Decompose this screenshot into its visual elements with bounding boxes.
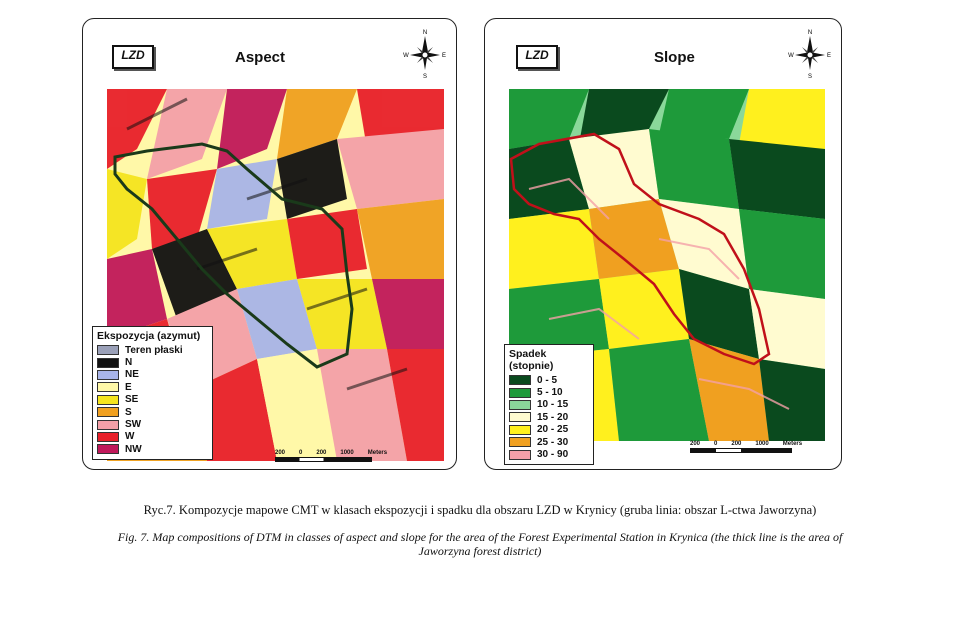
- scale-label: 200: [316, 450, 327, 456]
- legend-label: 30 - 90: [537, 449, 569, 461]
- caption-english: Fig. 7. Map compositions of DTM in class…: [0, 530, 960, 558]
- legend-label: 10 - 15: [537, 399, 569, 411]
- aspect-scale-bar: 200 0 200 1000 Meters: [275, 450, 387, 462]
- scale-label: Meters: [367, 450, 388, 456]
- compass-e: E: [442, 53, 446, 59]
- aspect-legend: Ekspozycja (azymut) Teren płaski N NE E …: [92, 326, 213, 460]
- legend-item: 10 - 15: [509, 399, 589, 411]
- caption-english-text: Fig. 7. Map compositions of DTM in class…: [117, 530, 843, 558]
- legend-label: N: [125, 357, 133, 369]
- legend-swatch: [97, 419, 119, 430]
- legend-item: 25 - 30: [509, 436, 589, 448]
- legend-item: 0 - 5: [509, 374, 589, 386]
- scale-label: 0: [299, 450, 303, 456]
- compass-w: W: [788, 53, 794, 59]
- slope-legend-title: Spadek (stopnie): [509, 348, 554, 372]
- compass-s: S: [423, 74, 427, 79]
- legend-label: 5 - 10: [537, 387, 563, 399]
- legend-item: S: [97, 406, 208, 418]
- legend-item: E: [97, 381, 208, 393]
- legend-item: SW: [97, 418, 208, 430]
- legend-swatch: [509, 375, 531, 386]
- legend-label: Teren płaski: [125, 344, 183, 356]
- caption-polish: Ryc.7. Kompozycje mapowe CMT w klasach e…: [143, 503, 817, 517]
- legend-label: SE: [125, 394, 139, 406]
- scale-label: 1000: [755, 441, 769, 447]
- compass-s: S: [808, 74, 812, 79]
- legend-item: 30 - 90: [509, 448, 589, 460]
- legend-label: SW: [125, 419, 142, 431]
- scale-label: Meters: [782, 441, 803, 447]
- jaworzyna-boundary: [113, 142, 354, 369]
- compass-n: N: [423, 30, 427, 36]
- scale-label: 0: [714, 441, 718, 447]
- scale-label: 200: [690, 441, 701, 447]
- compass-n: N: [808, 30, 812, 36]
- legend-label: 15 - 20: [537, 411, 569, 423]
- legend-label: W: [125, 431, 135, 443]
- legend-swatch: [509, 399, 531, 410]
- legend-item: 5 - 10: [509, 386, 589, 398]
- legend-swatch: [97, 431, 119, 442]
- legend-label: E: [125, 381, 132, 393]
- legend-swatch: [509, 424, 531, 435]
- slope-legend: Spadek (stopnie) 0 - 5 5 - 10 10 - 15 15…: [504, 344, 594, 465]
- legend-item: W: [97, 431, 208, 443]
- legend-swatch: [509, 437, 531, 448]
- scale-label: 200: [275, 450, 286, 456]
- jaworzyna-boundary: [509, 132, 771, 366]
- legend-item: NE: [97, 369, 208, 381]
- legend-item: N: [97, 356, 208, 368]
- aspect-title: Aspect: [235, 49, 286, 66]
- slope-map-panel: LZD Slope N S W E: [484, 18, 842, 470]
- legend-swatch: [509, 412, 531, 423]
- legend-swatch: [97, 369, 119, 380]
- compass-rose-icon: N S W E: [788, 30, 831, 79]
- legend-item: SE: [97, 394, 208, 406]
- legend-swatch: [97, 382, 119, 393]
- compass-w: W: [403, 53, 409, 59]
- scale-label: 1000: [340, 450, 354, 456]
- legend-item: 20 - 25: [509, 424, 589, 436]
- legend-label: NW: [125, 443, 142, 455]
- aspect-legend-title: Ekspozycja (azymut): [97, 330, 201, 342]
- compass-rose-icon: N S W E: [403, 30, 446, 79]
- legend-swatch: [97, 345, 119, 356]
- lzd-logo: LZD: [516, 45, 558, 69]
- legend-label: 25 - 30: [537, 436, 569, 448]
- scale-label: 200: [731, 441, 742, 447]
- legend-label: NE: [125, 369, 139, 381]
- legend-label: 0 - 5: [537, 374, 558, 386]
- legend-label: 20 - 25: [537, 424, 569, 436]
- legend-swatch: [97, 357, 119, 368]
- legend-swatch: [509, 387, 531, 398]
- lzd-logo: LZD: [112, 45, 154, 69]
- compass-e: E: [827, 53, 831, 59]
- slope-title: Slope: [654, 49, 695, 66]
- legend-item: Teren płaski: [97, 344, 208, 356]
- legend-swatch: [97, 394, 119, 405]
- legend-swatch: [509, 449, 531, 460]
- legend-swatch: [97, 407, 119, 418]
- aspect-map-panel: LZD Aspect N S W E: [82, 18, 457, 470]
- slope-scale-bar: 200 0 200 1000 Meters: [690, 441, 802, 453]
- legend-item: NW: [97, 443, 208, 455]
- legend-item: 15 - 20: [509, 411, 589, 423]
- legend-swatch: [97, 444, 119, 455]
- legend-label: S: [125, 406, 132, 418]
